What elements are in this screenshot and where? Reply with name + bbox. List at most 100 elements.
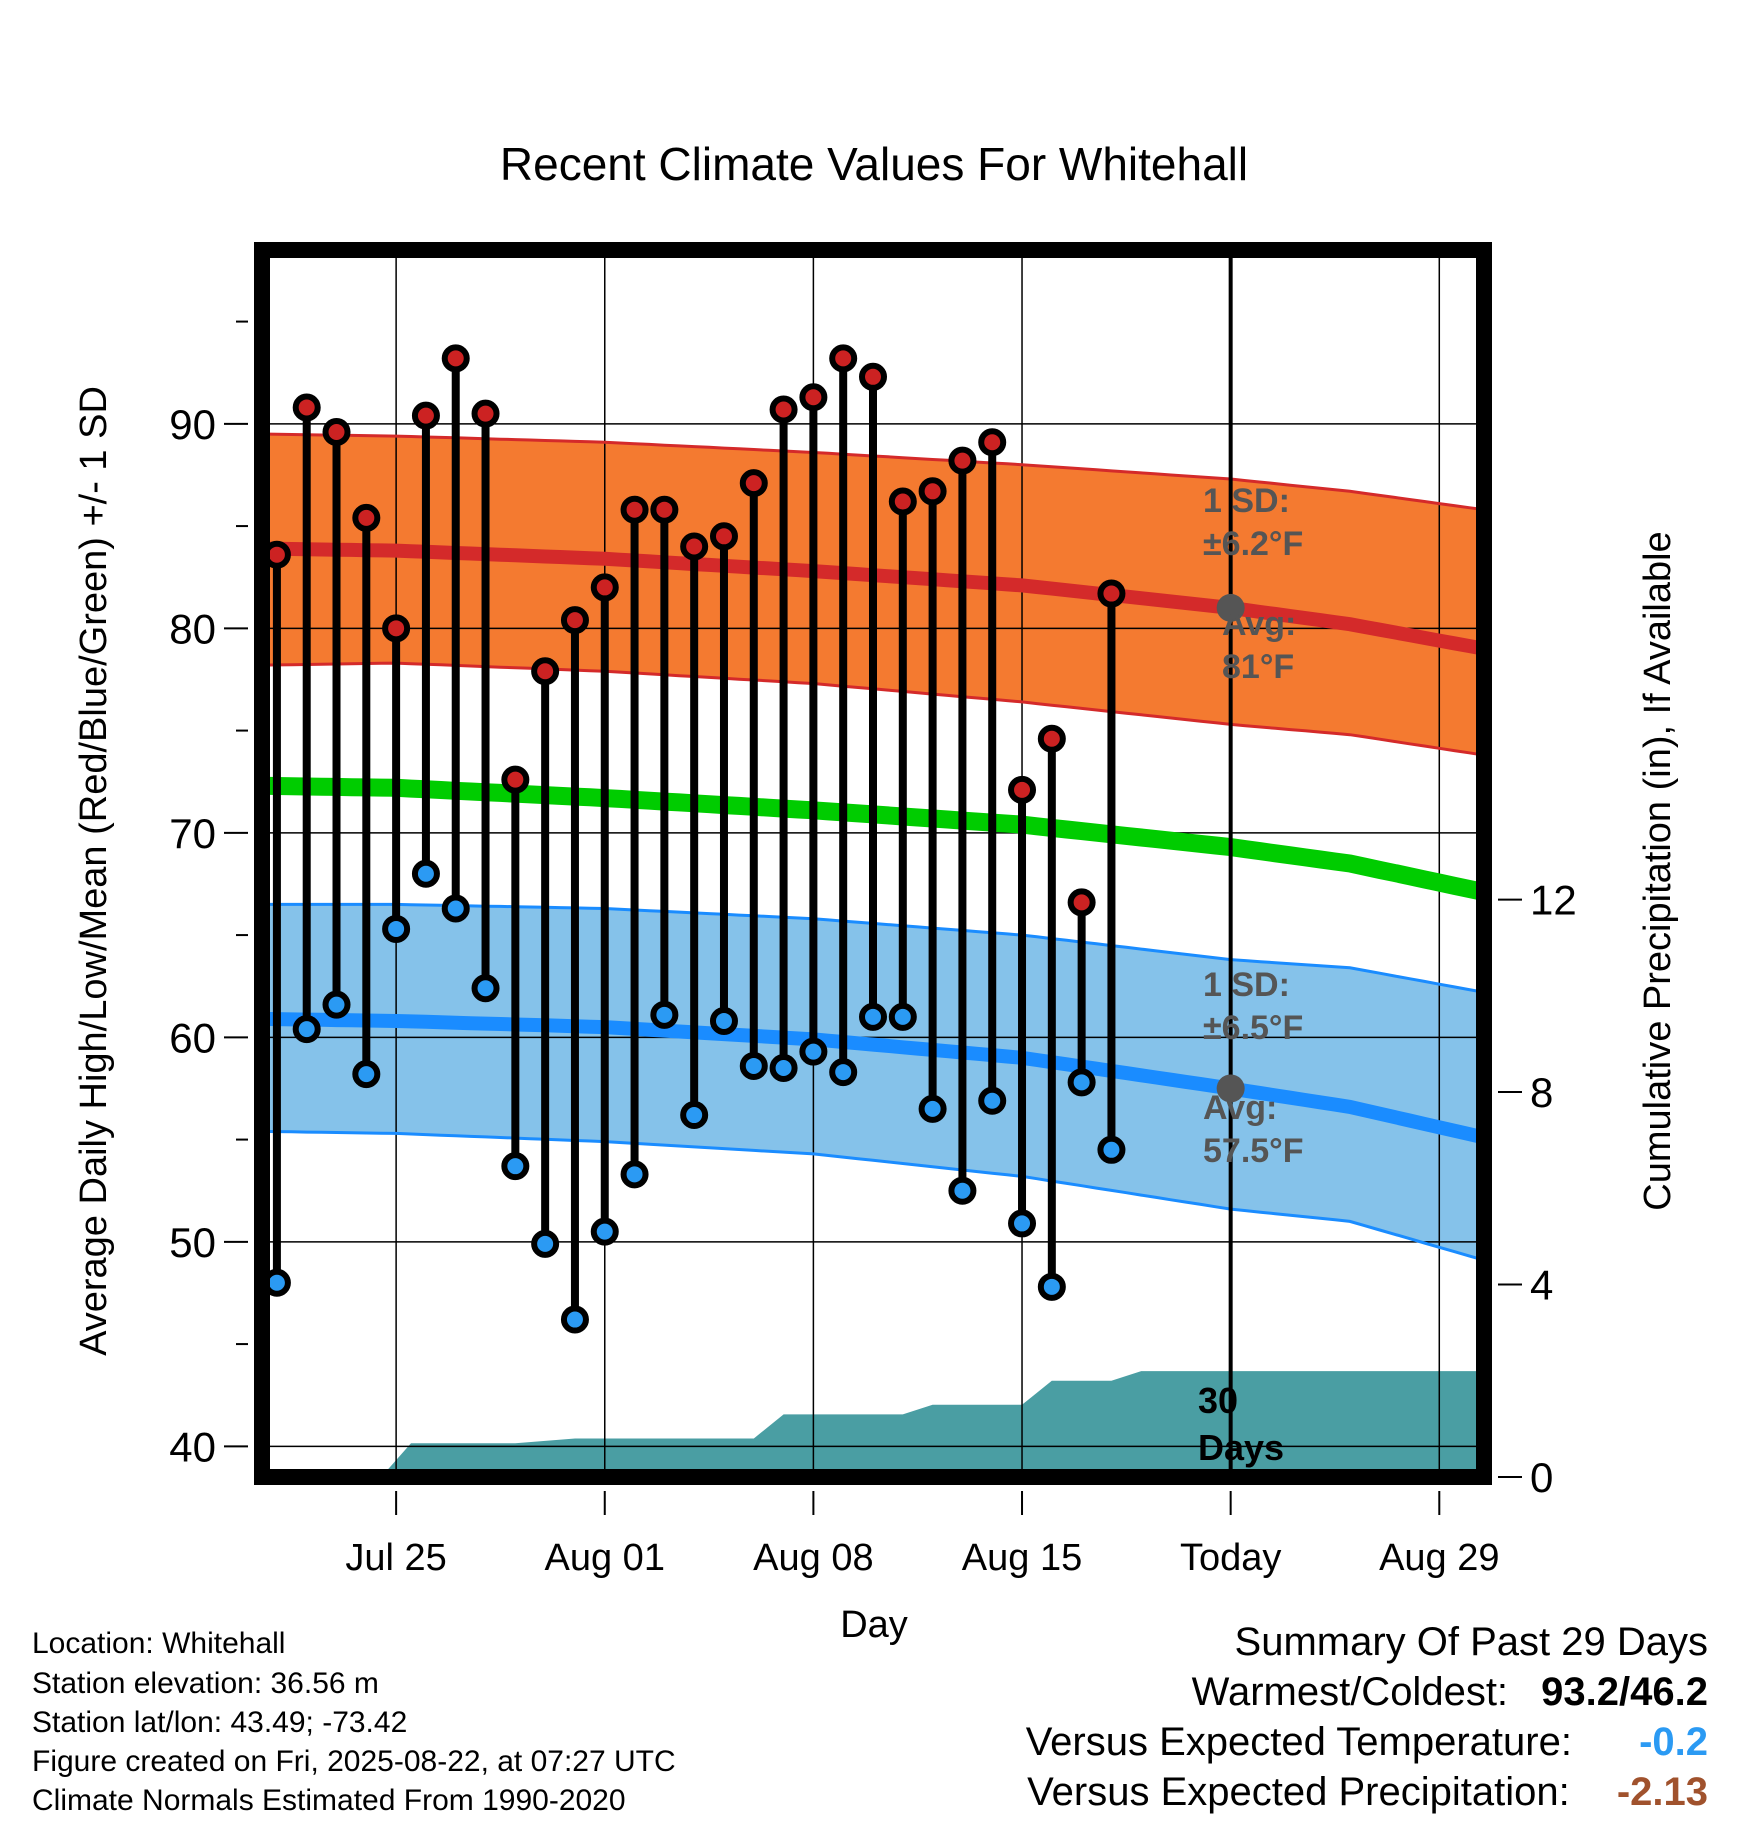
x-tick-label: Today [1180, 1537, 1281, 1579]
low-sd-annotation: 1 SD: [1203, 966, 1290, 1004]
y-left-tick-label: 60 [169, 1014, 216, 1061]
daily-high-point [1097, 579, 1126, 608]
y-right-tick-label: 12 [1530, 877, 1577, 924]
y-right-tick-label: 8 [1530, 1069, 1553, 1116]
days-word-annotation: Days [1198, 1427, 1284, 1468]
summary-precip-label: Versus Expected Precipitation: [1027, 1770, 1570, 1814]
daily-high-point [292, 393, 321, 422]
daily-low-point [859, 1002, 887, 1031]
x-tick-label: Aug 15 [962, 1537, 1082, 1579]
daily-high-point [650, 495, 679, 524]
daily-low-point [560, 1305, 589, 1334]
today-low-average-marker [1216, 1074, 1245, 1103]
chart-title: Recent Climate Values For Whitehall [500, 138, 1248, 190]
daily-high-point [739, 469, 768, 498]
daily-low-point [769, 1054, 798, 1082]
y-right-axis-label: Cumulative Precipitation (in), If Availa… [1637, 531, 1679, 1210]
daily-high-point [709, 522, 738, 551]
daily-high-point [948, 446, 977, 475]
daily-high-point [1037, 724, 1066, 753]
daily-high-point [590, 573, 619, 602]
daily-high-point [382, 614, 411, 643]
y-left-tick-label: 50 [169, 1219, 216, 1266]
daily-high-point [471, 399, 500, 428]
summary-temperature: Versus Expected Temperature: -0.2 [1026, 1720, 1708, 1765]
daily-high-point [769, 395, 798, 424]
daily-low-point [978, 1086, 1007, 1115]
daily-low-point [501, 1152, 530, 1181]
y-left-tick-label: 40 [169, 1423, 216, 1470]
daily-high-point [322, 418, 351, 447]
daily-low-point [1097, 1135, 1126, 1164]
daily-high-point [680, 532, 709, 561]
info-location: Location: Whitehall [32, 1627, 286, 1660]
summary-temp-value: -0.2 [1639, 1720, 1708, 1764]
today-high-average-marker [1216, 593, 1245, 622]
daily-low-point [829, 1058, 858, 1087]
daily-high-point [620, 495, 649, 524]
x-tick-label: Aug 01 [545, 1537, 665, 1579]
daily-high-point [411, 401, 440, 430]
daily-high-point [501, 765, 530, 794]
daily-high-point [1008, 775, 1037, 804]
daily-low-point [620, 1160, 649, 1189]
daily-high-point [888, 487, 917, 516]
daily-low-point [322, 990, 351, 1019]
daily-high-point [829, 344, 858, 373]
daily-low-point [680, 1101, 709, 1130]
plot-frame [254, 242, 1492, 1485]
high-avg-annotation: Avg: [1222, 605, 1296, 643]
daily-high-point [799, 383, 828, 412]
daily-high-point [859, 362, 887, 391]
info-elevation: Station elevation: 36.56 m [32, 1667, 379, 1700]
plot-area: 1 SD: ±6.2°F Avg: 81°F 1 SD: ±6.5°F Avg: 57.5°F… [169, 242, 1577, 1579]
daily-low-point [799, 1037, 828, 1066]
info-normals: Climate Normals Estimated From 1990-2020 [32, 1784, 626, 1817]
y-right-tick-label: 4 [1530, 1262, 1553, 1309]
daily-high-point [1067, 888, 1096, 917]
daily-low-point [709, 1006, 738, 1035]
daily-high-point [918, 477, 947, 506]
daily-low-point [441, 894, 470, 923]
daily-low-point [382, 914, 411, 943]
summary-temp-label: Versus Expected Temperature: [1025, 1720, 1572, 1764]
x-tick-label: Jul 25 [345, 1537, 446, 1579]
y-left-tick-label: 90 [169, 401, 216, 448]
y-left-axis-label: Average Daily High/Low/Mean (Red/Blue/Gr… [73, 386, 115, 1356]
low-lower-edge [262, 1129, 1484, 1262]
low-avg-value-annotation: 57.5°F [1203, 1132, 1304, 1170]
summary-warmest-value: 93.2/46.2 [1541, 1670, 1708, 1714]
daily-high-point [352, 503, 381, 532]
daily-low-point [1008, 1209, 1037, 1238]
low-average-line [262, 1011, 1484, 1145]
daily-low-point [739, 1051, 768, 1080]
summary-warmest-label: Warmest/Coldest: [1191, 1670, 1509, 1714]
low-sd-band [262, 904, 1484, 1261]
daily-low-point [1037, 1272, 1066, 1301]
summary-warmest: Warmest/Coldest: 93.2/46.2 [1192, 1670, 1708, 1715]
daily-low-point [352, 1060, 381, 1089]
summary-precipitation: Versus Expected Precipitation: -2.13 [1027, 1770, 1708, 1815]
x-axis-label: Day [840, 1604, 908, 1646]
info-latlon: Station lat/lon: 43.49; -73.42 [32, 1706, 408, 1739]
daily-low-point [948, 1176, 977, 1205]
daily-low-point [590, 1217, 619, 1246]
daily-low-point [650, 1000, 679, 1029]
daily-low-point [531, 1229, 560, 1258]
daily-low-point [918, 1094, 947, 1123]
low-sd-value-annotation: ±6.5°F [1203, 1009, 1303, 1047]
daily-high-point [978, 428, 1007, 457]
daily-low-point [411, 859, 440, 888]
y-left-tick-label: 80 [169, 605, 216, 652]
x-tick-label: Aug 29 [1379, 1537, 1499, 1579]
daily-low-point [292, 1015, 321, 1044]
daily-low-point [1067, 1068, 1096, 1097]
daily-low-point [471, 974, 500, 1003]
low-avg-annotation: Avg: [1203, 1089, 1277, 1127]
y-right-tick-label: 0 [1530, 1454, 1553, 1501]
days-number-annotation: 30 [1198, 1380, 1238, 1421]
daily-high-point [560, 606, 589, 635]
high-sd-value-annotation: ±6.2°F [1203, 525, 1303, 563]
summary-precip-value: -2.13 [1616, 1770, 1708, 1814]
